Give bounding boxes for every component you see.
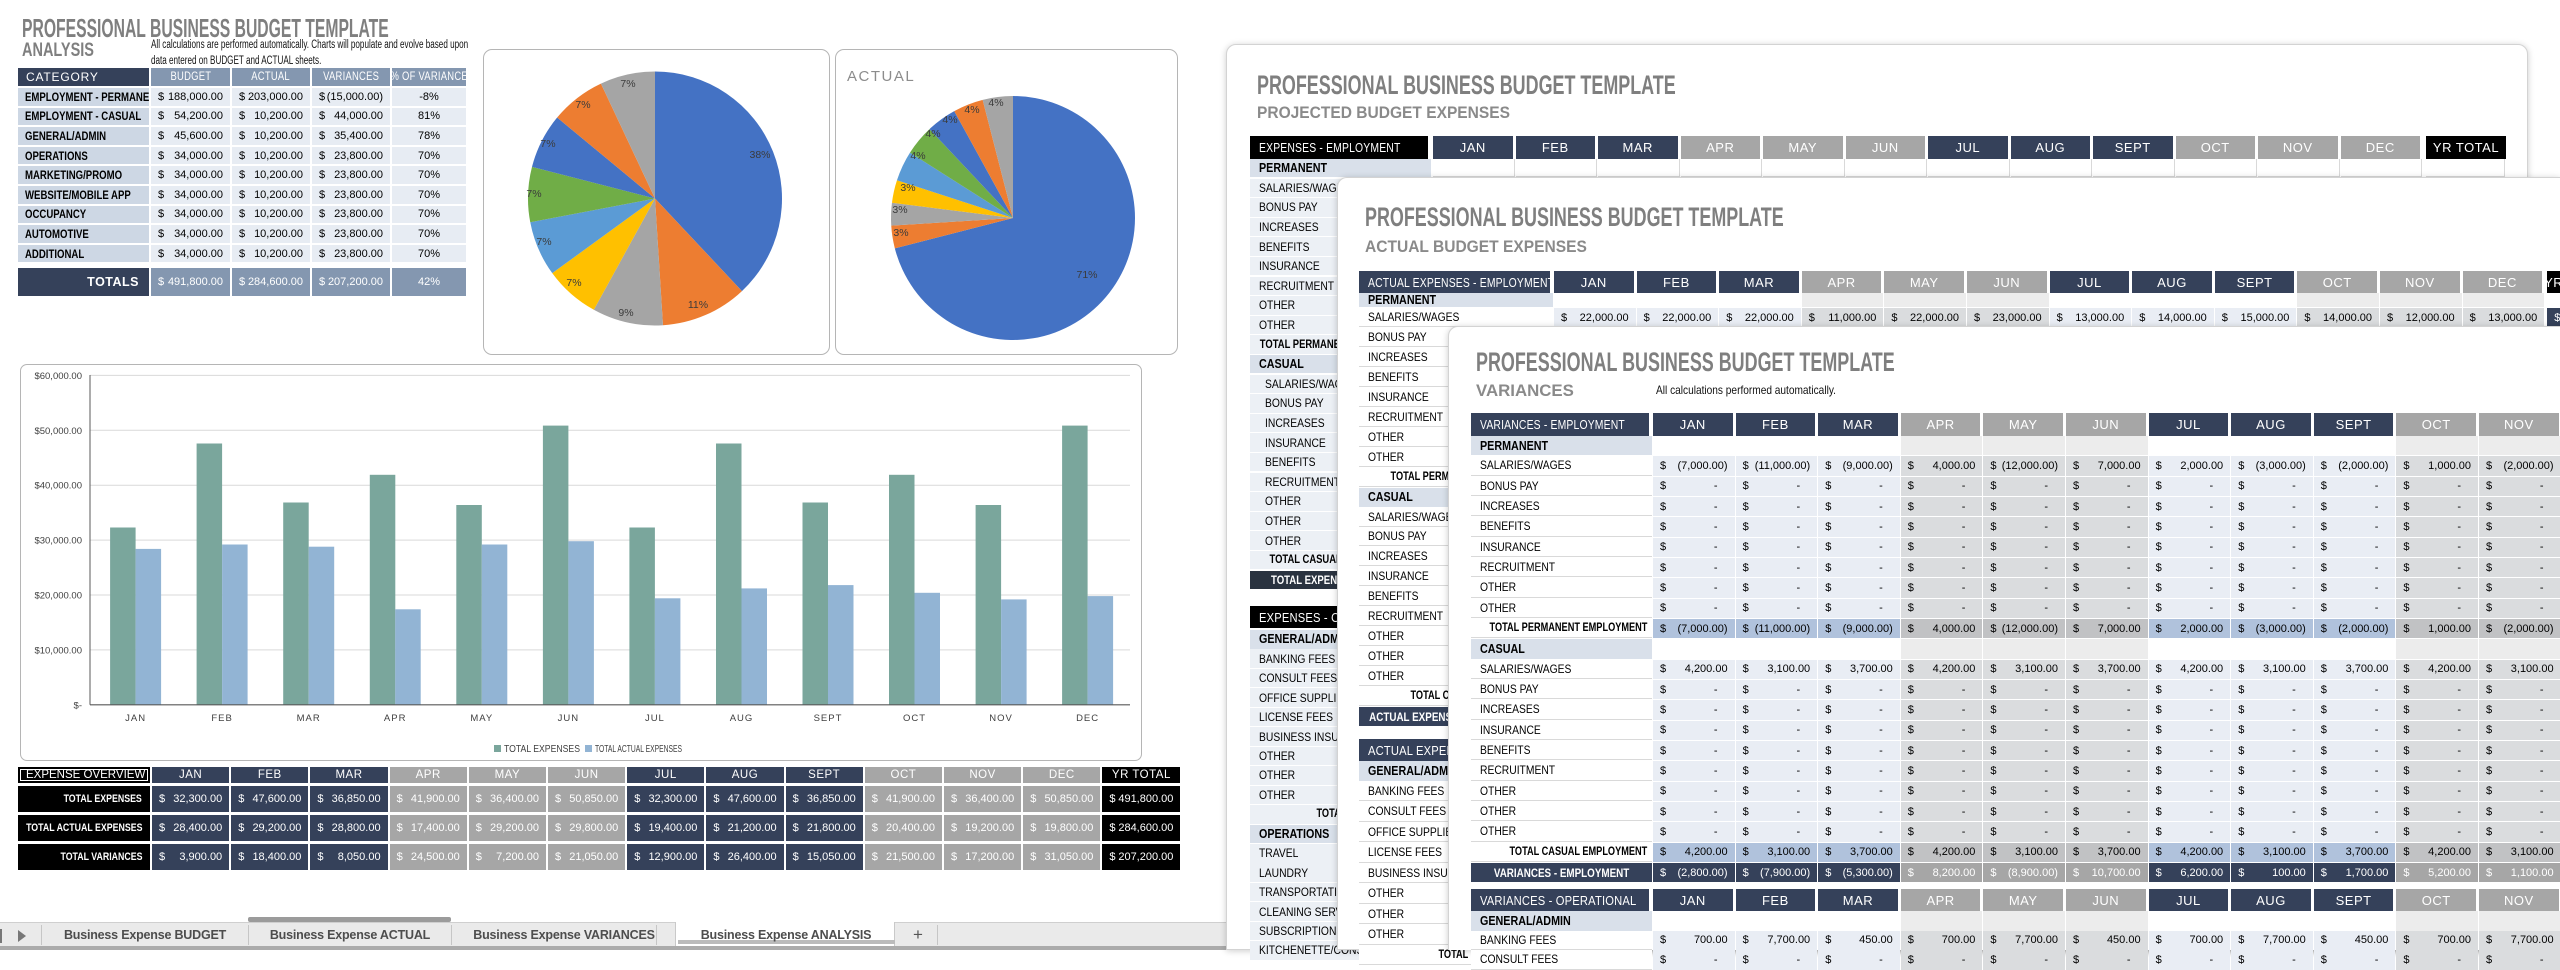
svg-text:3%: 3% bbox=[900, 182, 915, 194]
svg-text:MAR: MAR bbox=[297, 713, 321, 724]
svg-text:$60,000.00: $60,000.00 bbox=[34, 371, 82, 382]
svg-text:AUG: AUG bbox=[730, 713, 754, 724]
svg-text:FEB: FEB bbox=[211, 713, 232, 724]
svg-text:$50,000.00: $50,000.00 bbox=[34, 426, 82, 437]
svg-text:71%: 71% bbox=[1076, 269, 1097, 281]
svg-text:TOTAL ACTUAL EXPENSES: TOTAL ACTUAL EXPENSES bbox=[595, 744, 682, 755]
svg-text:JUN: JUN bbox=[558, 713, 579, 724]
svg-text:38%: 38% bbox=[749, 149, 770, 161]
svg-text:$10,000.00: $10,000.00 bbox=[34, 645, 82, 656]
svg-text:MAY: MAY bbox=[470, 713, 493, 724]
svg-text:11%: 11% bbox=[688, 299, 708, 311]
svg-text:OCT: OCT bbox=[903, 713, 926, 724]
svg-text:$-: $- bbox=[74, 700, 82, 711]
svg-text:APR: APR bbox=[384, 713, 407, 724]
svg-text:7%: 7% bbox=[620, 78, 635, 90]
svg-text:3%: 3% bbox=[893, 227, 908, 239]
svg-text:3%: 3% bbox=[892, 204, 907, 216]
svg-text:4%: 4% bbox=[942, 114, 957, 126]
svg-text:7%: 7% bbox=[575, 99, 590, 111]
svg-text:DEC: DEC bbox=[1076, 713, 1099, 724]
svg-text:$30,000.00: $30,000.00 bbox=[34, 536, 82, 547]
svg-text:JAN: JAN bbox=[125, 713, 146, 724]
svg-text:TOTAL EXPENSES: TOTAL EXPENSES bbox=[504, 744, 580, 755]
svg-text:JUL: JUL bbox=[645, 713, 665, 724]
svg-text:9%: 9% bbox=[618, 307, 633, 319]
svg-text:4%: 4% bbox=[925, 128, 940, 140]
svg-text:7%: 7% bbox=[566, 277, 581, 289]
svg-text:$20,000.00: $20,000.00 bbox=[34, 591, 82, 602]
svg-text:NOV: NOV bbox=[989, 713, 1013, 724]
svg-text:4%: 4% bbox=[988, 97, 1003, 109]
svg-text:4%: 4% bbox=[910, 150, 925, 162]
svg-text:4%: 4% bbox=[964, 104, 979, 116]
svg-text:7%: 7% bbox=[536, 236, 551, 248]
svg-text:SEPT: SEPT bbox=[814, 713, 843, 724]
svg-text:7%: 7% bbox=[526, 188, 541, 200]
svg-text:$40,000.00: $40,000.00 bbox=[34, 481, 82, 492]
svg-text:7%: 7% bbox=[540, 138, 555, 150]
